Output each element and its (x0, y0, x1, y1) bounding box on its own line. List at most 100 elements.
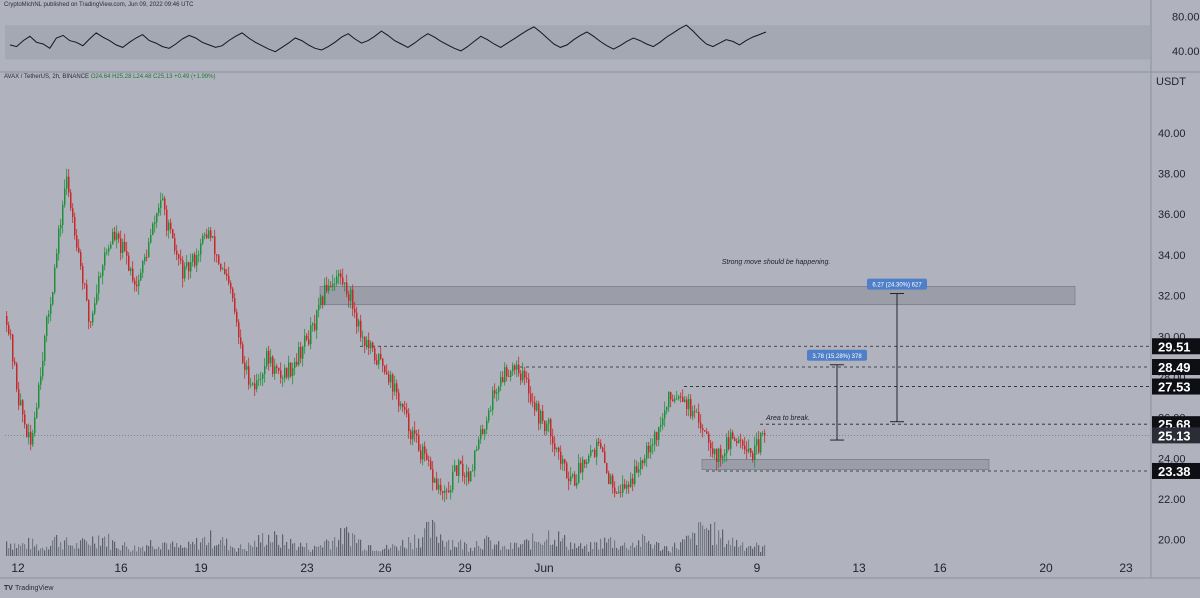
candle-body (602, 447, 604, 452)
candle-body (180, 258, 182, 261)
volume-bar (698, 522, 700, 556)
candle-body (148, 242, 150, 258)
candle-body (438, 484, 440, 490)
volume-bar (384, 548, 386, 556)
volume-bar (750, 546, 752, 556)
candle-body (220, 263, 222, 270)
volume-bar (764, 545, 766, 556)
measure-label-box (867, 278, 927, 290)
candle-body (476, 449, 478, 451)
candle-body (572, 474, 574, 477)
volume-bar (428, 521, 430, 556)
candle-body (568, 478, 570, 482)
volume-bar (612, 547, 614, 556)
candle-body (140, 272, 142, 281)
volume-bar (222, 537, 224, 556)
candle-body (8, 325, 10, 334)
volume-bar (368, 545, 370, 556)
candle-body (348, 294, 350, 301)
candle-body (92, 313, 94, 323)
volume-bar (598, 549, 600, 556)
price-axis[interactable]: USDT20.0022.0024.0026.0028.0030.0032.003… (1150, 0, 1200, 578)
candle-body (120, 238, 122, 253)
candle-body (328, 285, 330, 291)
volume-bar (216, 545, 218, 556)
candle-body (194, 254, 196, 266)
candle-body (686, 399, 688, 409)
volume-bar (754, 546, 756, 556)
volume-bar (186, 548, 188, 556)
volume-bar (328, 540, 330, 556)
candle-body (164, 198, 166, 210)
candle-body (312, 323, 314, 326)
volume-bar (558, 531, 560, 556)
candle-body (640, 460, 642, 470)
volume-bar (658, 542, 660, 556)
volume-bar (372, 550, 374, 556)
candle-body (6, 315, 8, 325)
candle-body (182, 260, 184, 279)
volume-bar (332, 540, 334, 556)
ohlc-values: O24.64 H25.28 L24.48 C25.13 +0.49 (+1.99… (90, 74, 216, 80)
candle-body (662, 418, 664, 425)
volume-bar (486, 535, 488, 556)
volume-bar (90, 545, 92, 556)
volume-bar (190, 544, 192, 556)
volume-bar (46, 546, 48, 556)
volume-bar (660, 551, 662, 556)
volume-bar (708, 530, 710, 556)
volume-bar (134, 545, 136, 556)
candle-body (414, 430, 416, 434)
candle-body (466, 471, 468, 477)
volume-bar (528, 540, 530, 556)
price-badge (1152, 378, 1200, 395)
volume-bar (404, 547, 406, 556)
volume-bar (632, 542, 634, 556)
candle-body (20, 400, 22, 406)
volume-bar (146, 545, 148, 556)
volume-bar (348, 532, 350, 556)
candle-body (354, 308, 356, 313)
volume-bar (252, 546, 254, 556)
volume-bar (336, 547, 338, 556)
volume-bar (300, 542, 302, 556)
time-tick-label: Jun (534, 561, 553, 575)
candle-body (250, 384, 252, 386)
volume-bar (270, 542, 272, 556)
candle-body (130, 268, 132, 271)
candle-body (704, 430, 706, 432)
candle-body (174, 238, 176, 251)
volume-bar (268, 534, 270, 556)
volume-bar (150, 540, 152, 556)
candle-body (734, 438, 736, 442)
volume-bar (52, 540, 54, 556)
volume-bar (472, 550, 474, 556)
volume-bar (200, 542, 202, 556)
time-axis[interactable]: 12 16 19 23 26 29 Jun 6 9 13 16 20 23 (0, 561, 1200, 579)
volume-bar (568, 549, 570, 556)
volume-bar (24, 544, 26, 556)
volume-bar (682, 539, 684, 556)
candle-body (360, 320, 362, 338)
volume-bar (388, 549, 390, 556)
volume-bar (482, 549, 484, 556)
volume-bar (736, 540, 738, 556)
volume-bar (198, 549, 200, 556)
candle-body (32, 433, 34, 445)
time-tick-label: 23 (1119, 561, 1133, 575)
candle-body (440, 484, 442, 492)
volume-bar (422, 537, 424, 556)
candle-body (344, 282, 346, 285)
candle-body (324, 284, 326, 305)
measure-label: 6.27 (24.30%) 627 (872, 283, 922, 289)
volume-bar (292, 543, 294, 556)
volume-bar (344, 528, 346, 556)
candle-body (592, 450, 594, 451)
candle-body (724, 453, 726, 457)
candle-body (430, 460, 432, 470)
volume-bar (602, 548, 604, 556)
candle-body (62, 204, 64, 225)
candle-body (650, 445, 652, 453)
candle-body (588, 456, 590, 463)
